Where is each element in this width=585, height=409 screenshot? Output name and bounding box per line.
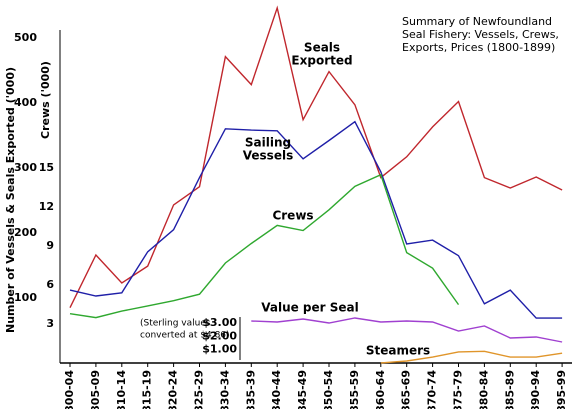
y-tick-label: 300 xyxy=(14,161,37,174)
y3-tick-label: $3.00 xyxy=(202,316,237,329)
chart-title: Summary of Newfoundland xyxy=(402,15,552,28)
x-tick-label: 1820-24 xyxy=(167,370,180,409)
x-tick-label: 1835-39 xyxy=(244,370,257,409)
y2-axis-label: Crews ('000) xyxy=(39,61,52,139)
y2-tick-label: 15 xyxy=(39,161,54,174)
x-tick-label: 1875-79 xyxy=(452,370,465,409)
series-line xyxy=(380,350,563,364)
x-tick-label: 1860-64 xyxy=(374,370,387,409)
label-line: converted at $4.86) xyxy=(140,331,230,341)
x-tick-label: 1850-54 xyxy=(322,370,335,409)
y2-tick-label: 3 xyxy=(46,317,54,330)
y-tick-label: 200 xyxy=(14,226,37,239)
y-tick-label: 100 xyxy=(14,291,37,304)
x-tick-label: 1890-94 xyxy=(529,370,542,409)
series-line xyxy=(69,5,563,309)
y-axis-label: Number of Vessels & Seals Exported ('000… xyxy=(4,67,17,333)
chart-title: Exports, Prices (1800-1899) xyxy=(402,41,555,54)
x-tick-label: 1885-89 xyxy=(503,370,516,409)
label-line: Value per Seal xyxy=(261,301,359,315)
x-tick-label: 1830-34 xyxy=(218,370,231,409)
series-line xyxy=(69,120,563,319)
label-line: (Sterling values xyxy=(140,319,211,329)
y3-tick-label: $2.00 xyxy=(202,329,237,342)
x-tick-label: 1840-44 xyxy=(270,370,283,409)
series-line xyxy=(251,317,563,343)
label-line: Sailing xyxy=(245,136,291,150)
x-tick-label: 1825-29 xyxy=(193,370,206,409)
label-line: Steamers xyxy=(366,344,430,358)
y-tick-label: 500 xyxy=(14,31,37,44)
x-tick-label: 1815-19 xyxy=(141,370,154,409)
x-tick-label: 1805-09 xyxy=(89,370,102,409)
chart-title: Seal Fishery: Vessels, Crews, xyxy=(402,28,559,41)
label-line: Exported xyxy=(291,54,352,68)
y2-tick-label: 6 xyxy=(46,278,54,291)
y3-tick-label: $1.00 xyxy=(202,343,237,356)
x-tick-label: 1800-04 xyxy=(63,370,76,409)
x-tick-label: 1865-69 xyxy=(400,370,413,409)
x-tick-label: 1810-14 xyxy=(115,370,128,409)
label-line: Seals xyxy=(304,41,340,55)
y2-tick-label: 9 xyxy=(46,239,54,252)
x-tick-label: 1895-99 xyxy=(555,370,568,409)
x-tick-label: 1870-74 xyxy=(426,370,439,409)
label-line: Crews xyxy=(272,209,313,223)
x-tick-label: 1855-59 xyxy=(348,370,361,409)
x-tick-label: 1845-49 xyxy=(296,370,309,409)
y2-tick-label: 12 xyxy=(39,200,54,213)
y-tick-label: 400 xyxy=(14,96,37,109)
x-tick-label: 1880-84 xyxy=(477,370,490,409)
series-line xyxy=(69,173,460,319)
label-line: Vessels xyxy=(243,149,293,163)
